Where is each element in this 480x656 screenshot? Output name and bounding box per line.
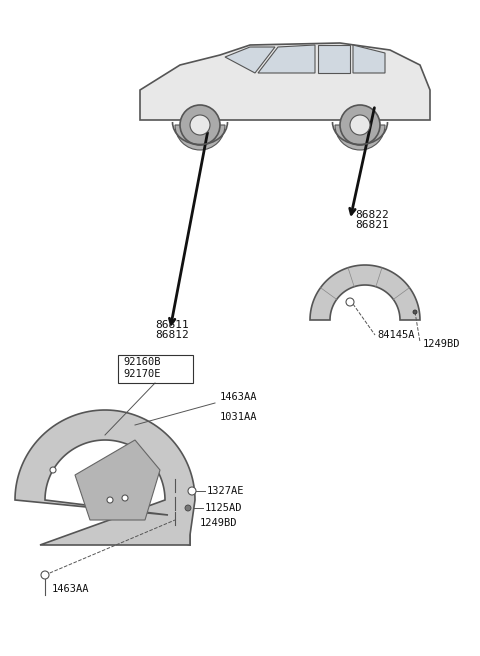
Circle shape xyxy=(180,105,220,145)
Text: 86811: 86811 xyxy=(155,320,189,330)
Text: 86822: 86822 xyxy=(355,210,389,220)
Text: 1463AA: 1463AA xyxy=(52,584,89,594)
Polygon shape xyxy=(225,47,275,73)
Polygon shape xyxy=(318,45,350,73)
Polygon shape xyxy=(15,410,195,545)
Circle shape xyxy=(50,467,56,473)
Polygon shape xyxy=(75,440,160,520)
Polygon shape xyxy=(258,45,315,73)
Text: 1031AA: 1031AA xyxy=(220,412,257,422)
Circle shape xyxy=(346,298,354,306)
Text: 1249BD: 1249BD xyxy=(200,518,238,528)
Text: 1327AE: 1327AE xyxy=(207,486,244,496)
Text: 1125AD: 1125AD xyxy=(205,503,242,513)
Text: 86812: 86812 xyxy=(155,330,189,340)
Wedge shape xyxy=(175,125,225,150)
Circle shape xyxy=(340,105,380,145)
Polygon shape xyxy=(353,45,385,73)
Text: 86821: 86821 xyxy=(355,220,389,230)
Wedge shape xyxy=(335,125,385,150)
Circle shape xyxy=(41,571,49,579)
Circle shape xyxy=(107,497,113,503)
Circle shape xyxy=(350,115,370,135)
Text: 92160B: 92160B xyxy=(123,357,160,367)
Text: 84145A: 84145A xyxy=(377,330,415,340)
Circle shape xyxy=(188,487,196,495)
Text: 1249BD: 1249BD xyxy=(423,339,460,349)
Circle shape xyxy=(190,115,210,135)
Polygon shape xyxy=(140,43,430,120)
Text: 92170E: 92170E xyxy=(123,369,160,379)
Polygon shape xyxy=(310,265,420,320)
Polygon shape xyxy=(160,500,190,545)
Text: 1463AA: 1463AA xyxy=(220,392,257,402)
Circle shape xyxy=(122,495,128,501)
Circle shape xyxy=(185,505,191,511)
Circle shape xyxy=(413,310,417,314)
